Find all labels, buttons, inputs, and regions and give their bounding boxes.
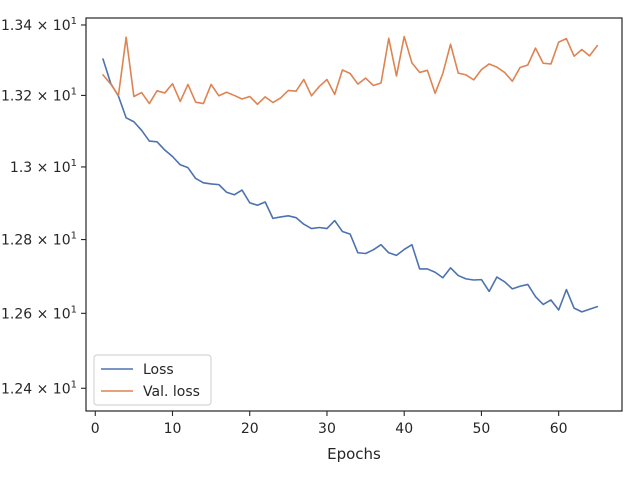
x-tick-label: 20 <box>241 421 259 437</box>
x-tick-label: 10 <box>164 421 182 437</box>
x-tick-label: 50 <box>473 421 491 437</box>
x-tick-label: 30 <box>318 421 336 437</box>
legend-label-loss: Loss <box>143 362 174 378</box>
y-tick-label: 1.3 × 101 <box>10 158 77 176</box>
x-tick-label: 40 <box>395 421 413 437</box>
x-axis-title: Epochs <box>327 445 381 463</box>
series-layer <box>102 35 599 313</box>
plot-frame <box>85 17 623 412</box>
series-line-loss <box>102 58 599 313</box>
y-tick-label: 1.34 × 101 <box>1 16 77 34</box>
legend-box <box>93 354 212 406</box>
x-axis: 0 10 20 30 40 50 60 <box>91 411 568 437</box>
y-tick-label: 1.28 × 101 <box>1 231 77 249</box>
legend: Loss Val. loss <box>93 354 212 406</box>
series-line-val-loss <box>102 35 599 106</box>
plot-background <box>86 18 622 411</box>
x-tick-label: 0 <box>91 421 100 437</box>
x-tick-label: 60 <box>550 421 568 437</box>
y-tick-label: 1.24 × 101 <box>1 379 77 397</box>
y-tick-label: 1.32 × 101 <box>1 86 77 104</box>
y-axis: 1.24 × 101 1.26 × 101 1.28 × 101 1.3 × 101 1… <box>1 16 86 397</box>
y-tick-label: 1.26 × 101 <box>1 304 77 322</box>
legend-label-val-loss: Val. loss <box>143 384 200 400</box>
